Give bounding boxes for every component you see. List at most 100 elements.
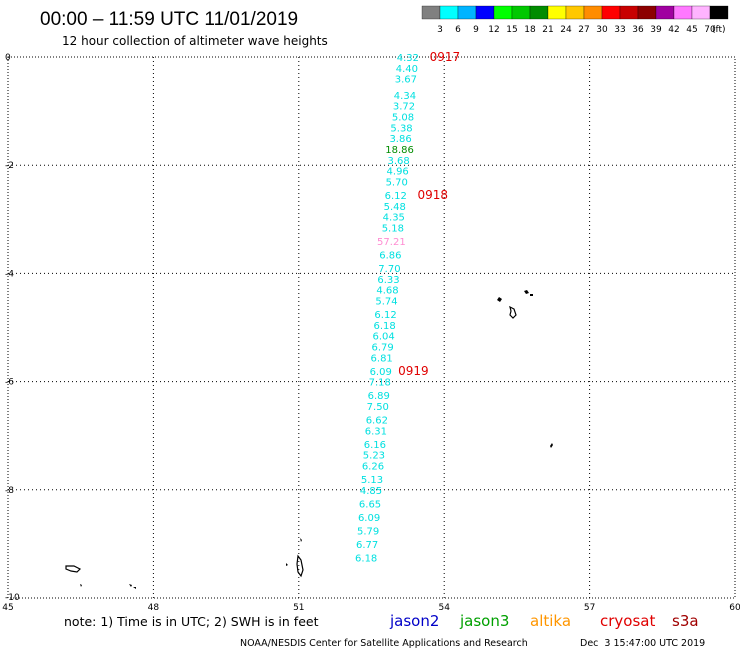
wave-height-value: 57.21 — [377, 237, 406, 248]
colorbar-swatch — [457, 5, 477, 20]
wave-height-value: 6.09 — [358, 513, 380, 524]
y-tick-label: 0 — [5, 53, 11, 63]
wave-height-value: 6.33 — [377, 275, 399, 286]
wave-height-value: 4.32 — [397, 53, 419, 64]
colorbar-swatch — [601, 5, 621, 20]
wave-height-value: 5.08 — [392, 113, 414, 124]
time-mark-label: 0918 — [418, 188, 449, 202]
colorbar-tick-label: 6 — [455, 25, 461, 35]
chart-title: 00:00 – 11:59 UTC 11/01/2019 — [40, 9, 298, 30]
colorbar-swatch — [565, 5, 585, 20]
wave-height-value: 4.68 — [376, 286, 398, 297]
wave-height-labels: 4.324.403.67 4.343.725.085.383.8618.863.6… — [355, 53, 419, 564]
wave-height-value: 4.35 — [383, 213, 405, 224]
wave-height-value: 6.12 — [374, 310, 396, 321]
island-shape — [497, 297, 502, 302]
wave-height-value: 4.40 — [396, 64, 418, 75]
wave-height-value: 3.67 — [395, 75, 417, 86]
wave-height-value: 6.79 — [372, 342, 394, 353]
colorbar-tick-label: 3 — [437, 25, 443, 35]
wave-height-value: 6.77 — [356, 540, 378, 551]
wave-height-value: 6.31 — [365, 426, 387, 437]
footer-note: note: 1) Time is in UTC; 2) SWH is in fe… — [64, 614, 319, 629]
wave-height-value: 6.81 — [371, 353, 393, 364]
colorbar-swatch — [493, 5, 513, 20]
legend-item-altika: altika — [530, 612, 571, 630]
colorbar-unit-label: (ft) — [712, 25, 726, 35]
wave-height-value: 6.12 — [385, 191, 407, 202]
plot-area: 45 48 51 54 57 600-2-4-6-8-10 4.324.403.674.3… — [2, 50, 740, 613]
x-tick-label: 51 — [293, 603, 304, 613]
wave-height-value: 6.86 — [379, 250, 401, 261]
colorbar-swatch — [709, 5, 729, 20]
colorbar-tick-label: 24 — [560, 25, 572, 35]
colorbar-tick-label: 39 — [650, 25, 662, 35]
colorbar-tick-label: 12 — [488, 25, 499, 35]
wave-height-value: 7.50 — [367, 402, 389, 413]
legend-item-jason2: jason2 — [389, 612, 439, 630]
footer-timestamp: Dec 3 15:47:00 UTC 2019 — [580, 638, 705, 649]
wave-height-value: 5.23 — [363, 451, 385, 462]
wave-height-value: 6.18 — [373, 321, 395, 332]
x-tick-label: 60 — [729, 603, 740, 613]
island-shape — [550, 443, 553, 448]
colorbar-swatch — [475, 5, 495, 20]
colorbar-swatch — [637, 5, 657, 20]
colorbar-tick-label: 36 — [632, 25, 644, 35]
wave-height-value: 5.70 — [386, 177, 408, 188]
wave-height-value: 6.04 — [372, 332, 394, 343]
wave-height-value: 6.62 — [366, 415, 388, 426]
x-tick-label: 57 — [584, 603, 595, 613]
y-tick-label: -10 — [5, 593, 20, 603]
time-marks: 0917 0918 0919 — [398, 50, 460, 378]
time-mark-label: 0917 — [430, 50, 461, 64]
island-shape — [133, 587, 136, 589]
wave-height-value: 5.38 — [390, 123, 412, 134]
colorbar-swatch — [547, 5, 567, 20]
wave-height-value: 6.89 — [368, 391, 390, 402]
y-tick-label: -6 — [5, 378, 14, 388]
wave-height-value: 18.86 — [385, 145, 414, 156]
wave-height-value: 7.70 — [378, 264, 400, 275]
wave-height-value: 3.86 — [389, 134, 411, 145]
colorbar-swatch — [421, 5, 441, 20]
y-tick-label: -4 — [5, 269, 14, 279]
island-shape — [286, 563, 288, 566]
colorbar-legend: 3 6 9 12 15 18 21 24 27 30 33 36 39 42 45 70 — [421, 5, 729, 35]
colorbar-tick-label: 70 — [704, 25, 716, 35]
colorbar-swatch — [583, 5, 603, 20]
wave-height-value: 5.74 — [375, 296, 397, 307]
colorbar-tick-label: 27 — [578, 25, 589, 35]
wave-height-value: 6.65 — [359, 499, 381, 510]
x-tick-label: 45 — [2, 603, 13, 613]
island-shape — [300, 538, 302, 542]
island-shape — [524, 290, 529, 294]
wave-height-value: 4.96 — [387, 167, 409, 178]
colorbar-swatch — [529, 5, 549, 20]
footer-credit: NOAA/NESDIS Center for Satellite Applica… — [240, 638, 528, 649]
wave-height-value: 6.09 — [370, 367, 392, 378]
colorbar-swatch — [439, 5, 459, 20]
colorbar-tick-label: 15 — [506, 25, 517, 35]
wave-height-value: 6.18 — [355, 553, 377, 564]
legend-item-jason3: jason3 — [459, 612, 509, 630]
colorbar-tick-label: 45 — [686, 25, 697, 35]
colorbar-tick-label: 30 — [596, 25, 608, 35]
time-mark-label: 0919 — [398, 364, 429, 378]
colorbar-swatch — [511, 5, 531, 20]
colorbar-tick-label: 33 — [614, 25, 625, 35]
coastline-islands — [65, 290, 553, 589]
wave-height-value: 3.72 — [393, 102, 415, 113]
island-shape — [65, 565, 82, 573]
colorbar-swatch — [691, 5, 711, 20]
axis-ticks: 45 48 51 54 57 60 0 -2 -4 -6 -8 -10 — [2, 53, 740, 613]
wave-height-value: 6.16 — [364, 440, 386, 451]
island-shape — [296, 554, 304, 578]
wave-height-value: 4.34 — [394, 91, 416, 102]
colorbar-tick-label: 42 — [668, 25, 679, 35]
colorbar-tick-label: 18 — [524, 25, 536, 35]
island-shape — [530, 294, 533, 296]
legend-item-cryosat: cryosat — [600, 612, 655, 630]
colorbar-swatch — [673, 5, 693, 20]
